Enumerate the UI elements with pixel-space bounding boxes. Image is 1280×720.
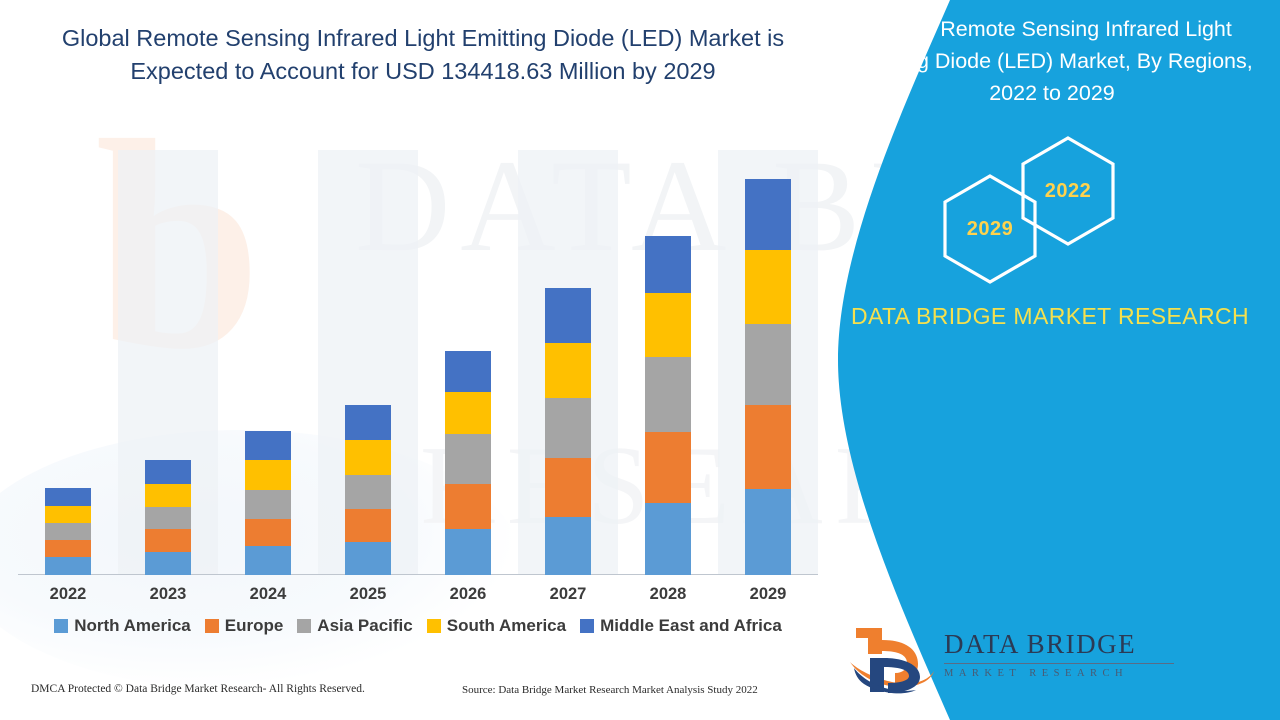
bar-segment[interactable] <box>245 430 291 461</box>
bar-segment[interactable] <box>545 397 591 459</box>
bar-segment[interactable] <box>345 440 391 476</box>
footer-copyright: DMCA Protected © Data Bridge Market Rese… <box>31 683 365 695</box>
bar-segment[interactable] <box>45 539 91 557</box>
data-bridge-logo-icon <box>850 628 934 694</box>
x-tick-2022: 2022 <box>49 585 87 603</box>
x-tick-2028: 2028 <box>649 585 687 603</box>
bar-segment[interactable] <box>445 392 491 434</box>
bar-segment[interactable] <box>645 293 691 358</box>
brand-name: DATA BRIDGE MARKET RESEARCH <box>850 303 1250 329</box>
bar-2029[interactable] <box>745 178 791 575</box>
bar-segment[interactable] <box>145 551 191 575</box>
legend-swatch-icon <box>426 619 441 633</box>
bar-segment[interactable] <box>745 324 791 405</box>
bar-segment[interactable] <box>545 516 591 575</box>
bar-2025[interactable] <box>345 405 391 575</box>
hexagon-2029: 2029 <box>940 173 1040 285</box>
hexagon-group: 2029 2022 <box>940 135 1240 285</box>
bar-segment[interactable] <box>745 488 791 575</box>
legend-item-asia-pacific[interactable]: Asia Pacific <box>297 616 413 636</box>
bar-segment[interactable] <box>45 556 91 575</box>
x-tick-2027: 2027 <box>549 585 587 603</box>
bar-segment[interactable] <box>145 507 191 530</box>
legend-item-middle-east-and-africa[interactable]: Middle East and Africa <box>580 616 782 636</box>
legend-item-south-america[interactable]: South America <box>426 616 567 636</box>
bar-segment[interactable] <box>245 518 291 547</box>
logo-divider <box>944 662 1174 664</box>
logo-wordmark: DATA BRIDGE MARKET RESEARCH <box>944 629 1174 679</box>
bar-segment[interactable] <box>545 288 591 344</box>
bar-segment[interactable] <box>245 546 291 575</box>
legend-item-north-america[interactable]: North America <box>54 616 191 636</box>
bar-2022[interactable] <box>45 487 91 575</box>
brand-panel: Global Remote Sensing Infrared Light Emi… <box>810 0 1280 720</box>
bar-segment[interactable] <box>645 502 691 575</box>
legend-label: Europe <box>224 616 284 635</box>
bar-segment[interactable] <box>445 350 491 393</box>
legend-swatch-icon <box>54 619 69 633</box>
legend-label: North America <box>74 616 191 635</box>
bar-2023[interactable] <box>145 460 191 575</box>
bar-segment[interactable] <box>745 178 791 250</box>
bar-2028[interactable] <box>645 236 691 575</box>
stacked-bar-chart <box>18 150 818 575</box>
bar-segment[interactable] <box>745 249 791 325</box>
x-axis-tick-labels: 2022 2023 2024 2025 2026 2027 2028 2029 <box>18 585 818 613</box>
legend-swatch-icon <box>580 619 595 633</box>
panel-title: Global Remote Sensing Infrared Light Emi… <box>851 17 1253 105</box>
bar-2026[interactable] <box>445 350 491 575</box>
hexagon-2029-label: 2029 <box>966 217 1014 240</box>
bar-segment[interactable] <box>45 505 91 523</box>
footer-source: Source: Data Bridge Market Research Mark… <box>462 684 758 696</box>
bar-segment[interactable] <box>145 529 191 552</box>
bar-segment[interactable] <box>645 431 691 503</box>
bar-segment[interactable] <box>745 405 791 489</box>
bar-2024[interactable] <box>245 430 291 575</box>
bar-2027[interactable] <box>545 288 591 575</box>
bar-segment[interactable] <box>445 483 491 530</box>
legend-item-europe[interactable]: Europe <box>204 616 284 636</box>
page-title: Global Remote Sensing Infrared Light Emi… <box>61 25 785 85</box>
x-tick-2025: 2025 <box>349 585 387 603</box>
logo-title: DATA BRIDGE <box>944 629 1137 659</box>
legend-label: Middle East and Africa <box>600 616 782 635</box>
hexagon-2022-label: 2022 <box>1044 179 1092 202</box>
chart-plot-area <box>18 150 818 575</box>
bar-segment[interactable] <box>45 487 91 506</box>
bar-segment[interactable] <box>345 509 391 543</box>
bar-segment[interactable] <box>45 522 91 540</box>
legend-label: South America <box>446 616 567 635</box>
bar-segment[interactable] <box>345 542 391 575</box>
x-tick-2029: 2029 <box>749 585 787 603</box>
bar-segment[interactable] <box>245 460 291 490</box>
x-tick-2023: 2023 <box>149 585 187 603</box>
bar-segment[interactable] <box>245 490 291 519</box>
logo-subtitle: MARKET RESEARCH <box>944 667 1129 679</box>
bar-segment[interactable] <box>145 460 191 484</box>
bar-segment[interactable] <box>445 529 491 575</box>
chart-legend: North America Europe Asia Pacific South Ame… <box>18 616 818 636</box>
bar-segment[interactable] <box>445 433 491 484</box>
hexagon-2022: 2022 <box>1018 135 1118 247</box>
panel-content: Global Remote Sensing Infrared Light Emi… <box>810 0 1280 720</box>
bar-segment[interactable] <box>545 458 591 517</box>
legend-swatch-icon <box>297 619 312 633</box>
hexagon-outline-icon <box>943 174 1037 284</box>
legend-label: Asia Pacific <box>317 616 413 635</box>
bar-segment[interactable] <box>545 343 591 398</box>
panel-shape <box>838 0 1280 720</box>
hexagon-outline-icon <box>1021 136 1115 246</box>
bar-segment[interactable] <box>645 236 691 294</box>
x-tick-2026: 2026 <box>449 585 487 603</box>
bar-segment[interactable] <box>645 357 691 432</box>
data-bridge-logo: DATA BRIDGE MARKET RESEARCH <box>848 620 1178 700</box>
x-tick-2024: 2024 <box>249 585 287 603</box>
bar-segment[interactable] <box>145 483 191 507</box>
legend-swatch-icon <box>204 619 219 633</box>
bar-segment[interactable] <box>345 405 391 441</box>
x-axis-line <box>18 573 818 575</box>
bar-segment[interactable] <box>345 475 391 510</box>
